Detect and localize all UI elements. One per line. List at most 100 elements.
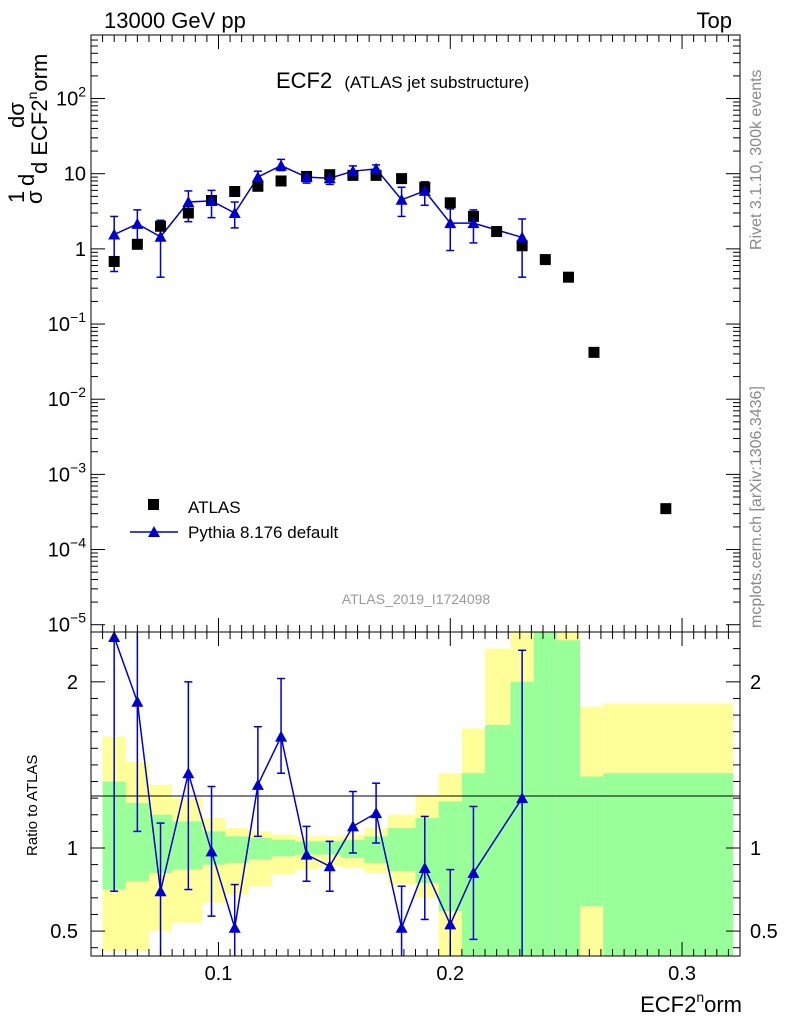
legend-marker-pythia <box>148 526 160 537</box>
mc-line <box>113 164 523 239</box>
legend-label-atlas: ATLAS <box>188 498 241 517</box>
top-ytick-label: 10−5 <box>48 610 86 637</box>
uncertainty-band-inner <box>172 821 203 870</box>
mc-point <box>444 217 457 229</box>
ratio-point <box>516 792 529 804</box>
ratio-ytick-label-right: 2 <box>750 672 761 694</box>
mc-point <box>275 159 288 171</box>
mc-point <box>467 217 480 229</box>
x-tick-label: 0.2 <box>436 963 464 985</box>
top-ytick-label: 10−4 <box>48 535 86 562</box>
ylabel-frac2-num: dσ <box>4 102 29 128</box>
ylabel-frac1-den: σ <box>22 190 47 204</box>
atlas-point <box>491 226 503 238</box>
mc-point <box>516 231 529 243</box>
uncertainty-band-inner <box>603 773 734 956</box>
top-ytick-label: 10−3 <box>48 459 86 486</box>
mc-point <box>346 165 359 177</box>
ylabel-frac1-d: d <box>14 174 39 186</box>
energy-label: 13000 GeV pp <box>104 8 246 33</box>
uncertainty-band-inner <box>248 838 272 860</box>
mc-point <box>228 207 241 219</box>
uncertainty-band-inner <box>580 776 604 907</box>
mc-point <box>418 184 431 196</box>
mc-point <box>154 230 167 242</box>
ratio-ytick-label-left: 0.5 <box>50 921 78 943</box>
title-main: ECF2 <box>276 68 332 93</box>
uncertainty-band-inner <box>533 632 557 956</box>
ratio-point <box>251 778 264 790</box>
uncertainty-band-inner <box>125 803 149 882</box>
top-ytick-label: 10−1 <box>48 309 86 336</box>
ylabel-frac1-num: 1 <box>4 191 29 203</box>
mcplots-info: mcplots.cern.ch [arXiv:1306.3436] <box>748 386 765 628</box>
atlas-point <box>229 185 241 197</box>
ratio-point <box>154 885 167 897</box>
ratio-ytick-label-left: 1 <box>67 838 78 860</box>
legend: ATLAS Pythia 8.176 default <box>130 498 339 542</box>
top-ytick-label: 102 <box>56 84 86 111</box>
atlas-point <box>155 220 167 232</box>
title-sub: (ATLAS jet substructure) <box>344 73 529 92</box>
bottom-panel: 0.5 0.5 1 1 2 2 <box>50 630 778 957</box>
atlas-point <box>444 197 456 209</box>
ratio-point <box>467 866 480 878</box>
atlas-point <box>562 271 574 283</box>
ylabel-frac2-den: d ECF2norm <box>24 54 52 174</box>
mc-point <box>323 172 336 184</box>
ratio-point <box>205 845 218 857</box>
mc-point <box>131 217 144 229</box>
chart-title: ECF2 (ATLAS jet substructure) <box>276 68 529 93</box>
uncertainty-band-inner <box>271 839 295 857</box>
mc-point <box>205 194 218 206</box>
ratio-point <box>228 921 241 933</box>
uncertainty-band-inner <box>387 828 416 872</box>
ratio-point <box>131 695 144 707</box>
legend-marker-atlas <box>148 499 159 510</box>
rivet-info: Rivet 3.1.10, 300k events <box>748 69 765 250</box>
mc-point <box>300 171 313 183</box>
uncertainty-band-inner <box>415 818 439 883</box>
top-ytick-label: 10−2 <box>48 384 86 411</box>
atlas-point <box>252 180 264 192</box>
top-panel-frame <box>90 34 741 633</box>
analysis-id: ATLAS_2019_I1724098 <box>342 591 491 607</box>
atlas-point <box>396 173 408 185</box>
ratio-point <box>395 921 408 933</box>
atlas-point <box>108 255 120 267</box>
ratio-point <box>323 860 336 872</box>
top-ytick-label: 10 <box>64 164 86 186</box>
mc-point <box>108 228 121 240</box>
atlas-point <box>539 254 551 266</box>
uncertainty-band-inner <box>364 836 388 863</box>
ratio-point <box>182 767 195 779</box>
atlas-point <box>131 238 143 250</box>
ratio-point <box>370 807 383 819</box>
ratio-ytick-label-right: 1 <box>750 838 761 860</box>
top-ylabel: 1 σ d dσ d ECF2norm <box>4 54 52 204</box>
atlas-point <box>182 207 194 219</box>
uncertainty-band-inner <box>225 836 249 863</box>
mc-point <box>251 171 264 183</box>
ratio-point <box>418 861 431 873</box>
atlas-point <box>660 503 672 515</box>
ratio-point <box>275 730 288 742</box>
atlas-point <box>370 169 382 181</box>
uncertainty-band-inner <box>556 640 581 956</box>
x-axis-label: ECF2norm <box>640 989 742 1017</box>
process-label: Top <box>697 8 732 33</box>
ratio-ytick-label-left: 2 <box>67 672 78 694</box>
atlas-point <box>516 240 528 252</box>
top-ytick-label: 1 <box>75 239 86 261</box>
ratio-ytick-label-right: 0.5 <box>750 921 778 943</box>
atlas-point <box>467 210 479 222</box>
legend-label-pythia: Pythia 8.176 default <box>188 523 339 542</box>
mc-point <box>370 162 383 174</box>
mc-point <box>395 193 408 205</box>
x-tick-label: 0.1 <box>205 963 233 985</box>
top-panel: 102 10 1 10−1 10−2 10−3 10−4 10−5 <box>48 34 741 637</box>
uncertainty-band-inner <box>485 725 511 956</box>
ratio-point <box>346 820 359 832</box>
uncertainty-band-inner <box>438 801 462 912</box>
